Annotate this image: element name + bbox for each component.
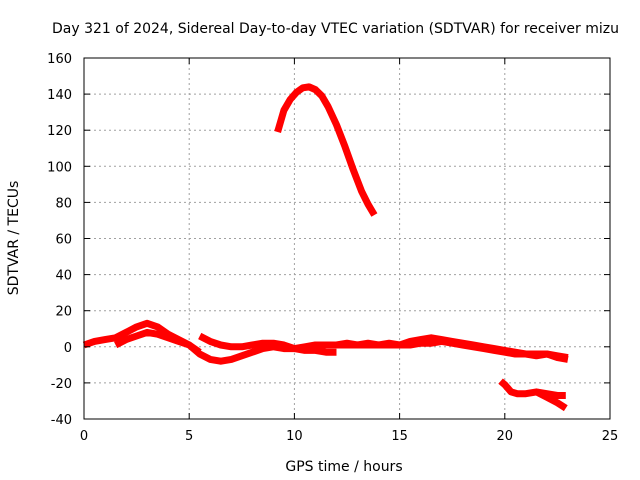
y-tick-label: 80 (55, 196, 72, 211)
series-arc-5-lower (534, 388, 568, 412)
y-tick-label: 20 (55, 305, 72, 320)
axis-ticks: 0 5 10 15 20 25 -40 -20 0 20 40 60 80 100 120 140 160 (47, 52, 618, 444)
y-tick-label: 60 (55, 233, 72, 248)
x-tick-label: 10 (286, 429, 303, 444)
y-tick-label: 140 (47, 88, 72, 103)
y-tick-label: -20 (51, 377, 72, 392)
y-tick-label: 100 (47, 160, 72, 175)
data-series (82, 83, 569, 412)
x-tick-label: 20 (497, 429, 514, 444)
x-tick-label: 15 (391, 429, 408, 444)
series-arc-3 (274, 83, 378, 217)
y-tick-label: 160 (47, 52, 72, 67)
y-tick-label: -40 (51, 413, 72, 428)
x-axis-label: GPS time / hours (285, 459, 402, 475)
x-tick-label: 5 (185, 429, 193, 444)
y-axis-label: SDTVAR / TECUs (6, 181, 22, 296)
x-tick-label: 0 (80, 429, 88, 444)
series-arc-4 (335, 334, 569, 362)
series-arc-2 (198, 332, 337, 356)
grid-lines (84, 58, 610, 419)
y-tick-label: 40 (55, 269, 72, 284)
y-tick-label: 120 (47, 124, 72, 139)
chart-title: Day 321 of 2024, Sidereal Day-to-day VTE… (52, 21, 619, 37)
x-tick-label: 25 (602, 429, 619, 444)
y-tick-label: 0 (64, 341, 72, 356)
series-arc-5 (498, 378, 566, 399)
